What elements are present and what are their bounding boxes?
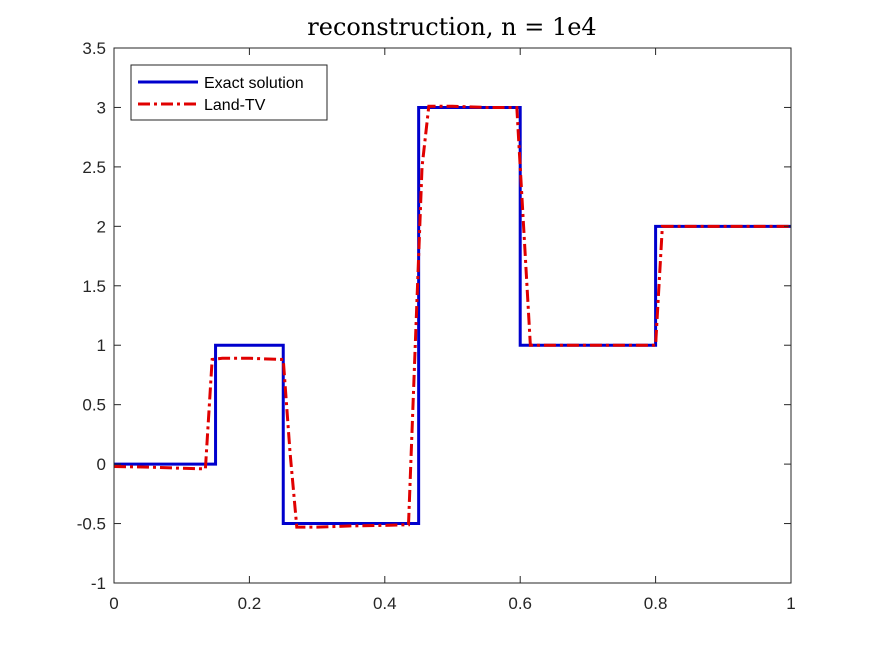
axes-box — [113, 47, 792, 584]
y-tick-label: 2.5 — [82, 158, 106, 177]
y-tick-label: 0.5 — [82, 396, 106, 415]
x-tick-label: 0.8 — [644, 594, 668, 613]
legend-label-land-tv: Land-TV — [204, 97, 266, 114]
legend: Exact solution Land-TV — [130, 64, 328, 121]
y-axis: -1 -0.5 0 0.5 1 1.5 2 2.5 3 3.5 — [77, 39, 791, 593]
x-tick-label: 0 — [109, 594, 118, 613]
y-tick-label: 1.5 — [82, 277, 106, 296]
series-layer — [113, 104, 791, 529]
y-tick-label: -1 — [91, 574, 106, 593]
plot-area — [114, 48, 791, 583]
y-tick-label: 3 — [97, 98, 106, 117]
x-axis: 0 0.2 0.4 0.6 0.8 1 — [109, 48, 796, 613]
chart-title: reconstruction, n = 1e4 — [307, 13, 596, 41]
legend-box — [130, 64, 328, 121]
x-tick-label: 0.4 — [373, 594, 397, 613]
y-tick-label: 3.5 — [82, 39, 106, 58]
y-tick-label: 2 — [97, 217, 106, 236]
y-tick-label: 0 — [97, 455, 106, 474]
x-tick-label: 0.2 — [238, 594, 262, 613]
legend-label-exact-solution: Exact solution — [204, 75, 304, 92]
y-tick-label: 1 — [97, 336, 106, 355]
x-tick-label: 0.6 — [508, 594, 532, 613]
y-tick-label: -0.5 — [77, 515, 106, 534]
x-tick-label: 1 — [786, 594, 795, 613]
series-line-land-tv — [113, 104, 791, 529]
